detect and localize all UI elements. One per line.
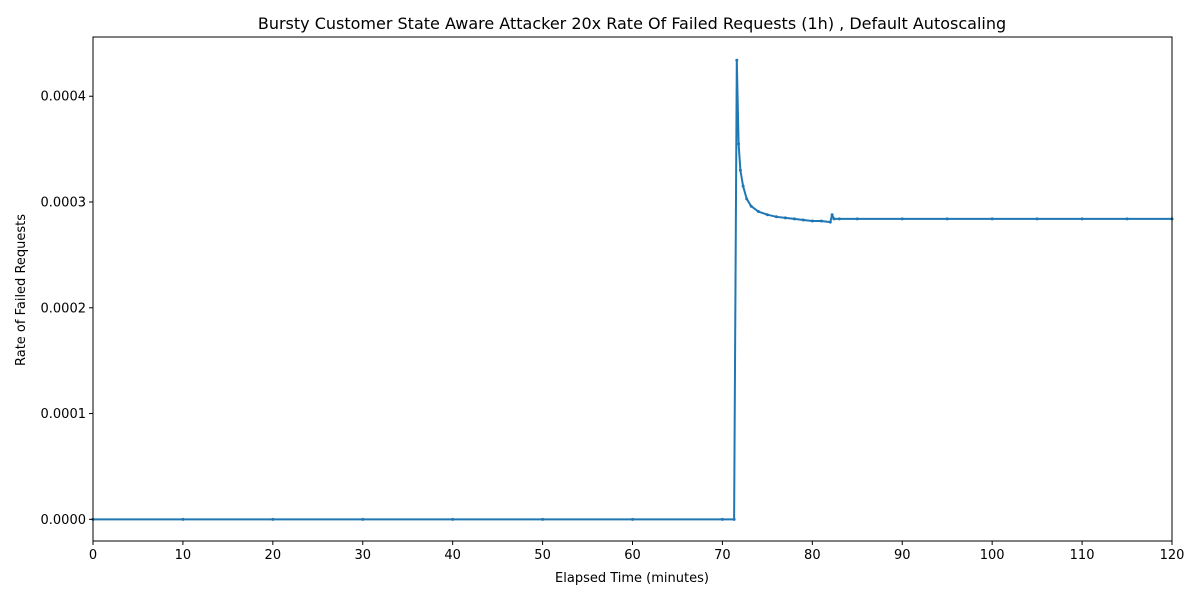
data-point	[801, 218, 805, 222]
data-point	[1125, 217, 1129, 221]
data-point	[745, 197, 749, 201]
y-tick-label: 0.0001	[41, 407, 87, 422]
data-point	[735, 58, 739, 62]
data-point	[810, 219, 814, 223]
x-tick-label: 120	[1160, 548, 1185, 563]
data-point	[900, 217, 904, 221]
y-tick-label: 0.0003	[41, 196, 87, 211]
x-tick-label: 10	[175, 548, 192, 563]
x-axis-ticks: 0 10 20 30 40 50 60 70 80 90 100 110 120	[89, 541, 1185, 563]
data-point	[271, 517, 275, 521]
x-tick-label: 60	[624, 548, 641, 563]
chart-title: Bursty Customer State Aware Attacker 20x…	[258, 14, 1006, 33]
data-point	[741, 184, 745, 188]
series-line	[93, 59, 1172, 521]
data-point	[737, 142, 741, 146]
data-point	[451, 517, 455, 521]
data-point	[783, 216, 787, 220]
data-point	[765, 213, 769, 217]
data-point	[181, 517, 185, 521]
data-point	[631, 517, 634, 521]
data-point	[774, 215, 778, 219]
x-tick-label: 110	[1070, 548, 1095, 563]
data-point	[720, 517, 724, 521]
y-axis-ticks: 0.0000 0.0001 0.0002 0.0003 0.0004	[41, 90, 93, 528]
y-axis-label: Rate of Failed Requests	[14, 214, 29, 366]
data-point	[732, 517, 736, 521]
data-point	[1080, 217, 1084, 221]
data-point	[361, 517, 365, 521]
x-tick-label: 80	[804, 548, 821, 563]
x-tick-label: 0	[89, 548, 97, 563]
x-tick-label: 90	[894, 548, 911, 563]
data-point	[832, 217, 836, 221]
x-tick-label: 50	[534, 548, 551, 563]
plot-area	[91, 36, 1174, 542]
data-point	[756, 210, 760, 214]
data-point	[749, 204, 753, 208]
data-point	[819, 219, 823, 223]
x-tick-label: 30	[354, 548, 371, 563]
data-point	[792, 217, 796, 221]
x-tick-label: 40	[444, 548, 461, 563]
data-point	[738, 168, 742, 172]
data-point	[855, 217, 859, 221]
x-tick-label: 20	[265, 548, 282, 563]
y-tick-label: 0.0004	[41, 90, 87, 105]
data-point	[1035, 217, 1039, 221]
x-axis-label: Elapsed Time (minutes)	[555, 571, 709, 586]
data-point	[837, 217, 841, 221]
x-tick-label: 100	[980, 548, 1005, 563]
data-point	[945, 217, 949, 221]
x-tick-label: 70	[714, 548, 731, 563]
y-tick-label: 0.0000	[41, 513, 87, 528]
data-point	[828, 220, 832, 224]
y-tick-label: 0.0002	[41, 301, 87, 316]
data-point	[830, 213, 834, 217]
data-point	[990, 217, 994, 221]
plot-frame	[92, 36, 1173, 542]
data-point	[541, 517, 545, 521]
